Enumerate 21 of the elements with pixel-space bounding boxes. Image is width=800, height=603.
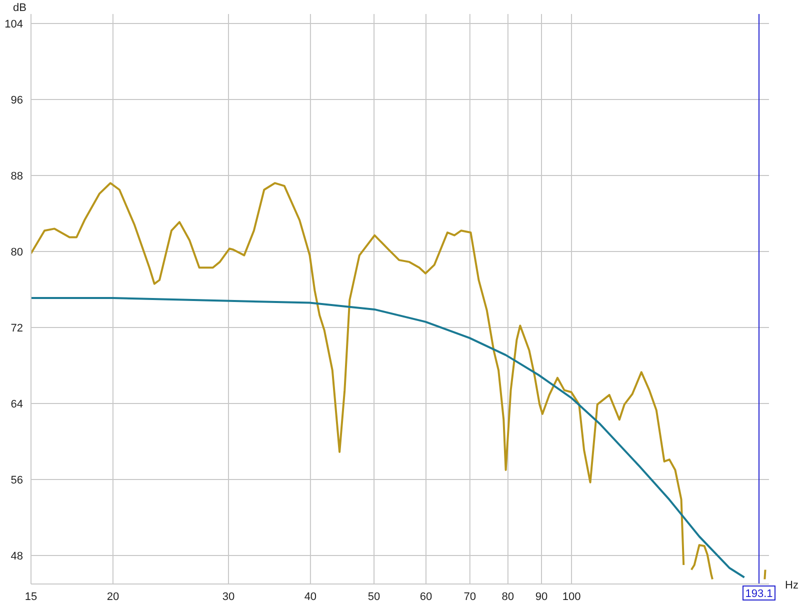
x-tick-label: 50 (368, 590, 380, 603)
x-tick-label: 70 (464, 590, 476, 603)
x-tick-label: 20 (106, 590, 120, 603)
x-tick-label: 100 (562, 590, 581, 603)
y-tick-label: 48 (10, 550, 23, 562)
y-axis-title: dB (13, 2, 26, 14)
y-tick-label: 96 (10, 94, 23, 106)
x-tick-label: 80 (502, 590, 514, 603)
y-tick-label: 104 (4, 18, 23, 30)
x-tick-label: 90 (535, 590, 548, 603)
x-tick-label: 15 (24, 590, 38, 603)
x-tick-label: 60 (420, 590, 432, 603)
x-axis-title: Hz (785, 579, 798, 592)
x-tick-label: 40 (304, 590, 317, 603)
y-tick-label: 80 (10, 246, 23, 258)
x-tick-label: 30 (222, 590, 235, 603)
y-tick-label: 56 (10, 474, 23, 486)
ref-line-label: 193.1 (745, 588, 773, 600)
y-tick-label: 88 (10, 170, 23, 182)
y-tick-label: 72 (10, 322, 23, 334)
y-tick-label: 64 (10, 398, 23, 410)
